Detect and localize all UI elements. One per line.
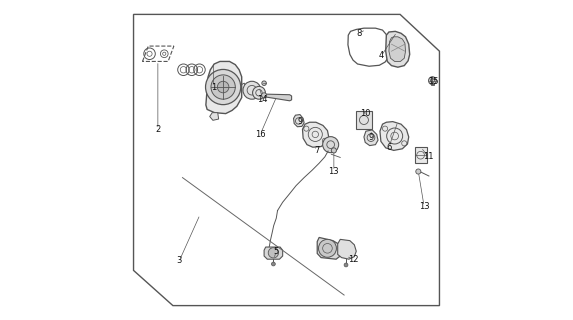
Polygon shape — [264, 247, 282, 259]
Polygon shape — [317, 237, 341, 259]
Text: 5: 5 — [274, 247, 279, 256]
Circle shape — [206, 69, 241, 105]
Circle shape — [268, 248, 278, 258]
Circle shape — [262, 81, 266, 85]
Text: 12: 12 — [348, 255, 358, 264]
Circle shape — [331, 148, 336, 153]
Text: 7: 7 — [315, 146, 320, 155]
Circle shape — [243, 81, 261, 99]
Text: 13: 13 — [328, 167, 339, 176]
Text: 8: 8 — [356, 29, 362, 38]
Circle shape — [429, 77, 436, 84]
Polygon shape — [386, 31, 410, 67]
Text: 13: 13 — [419, 202, 429, 211]
Bar — [430, 82, 434, 85]
Bar — [414, 147, 427, 163]
Circle shape — [217, 81, 229, 93]
Polygon shape — [380, 122, 409, 150]
Text: 16: 16 — [255, 130, 265, 139]
Text: 2: 2 — [155, 125, 160, 134]
Bar — [356, 111, 372, 129]
Circle shape — [272, 262, 275, 266]
Text: 14: 14 — [258, 95, 268, 104]
Circle shape — [319, 239, 336, 257]
Polygon shape — [210, 113, 219, 120]
Polygon shape — [337, 239, 356, 259]
Polygon shape — [389, 37, 406, 61]
Polygon shape — [293, 115, 304, 127]
Circle shape — [253, 86, 265, 99]
Text: 15: 15 — [429, 77, 439, 86]
Circle shape — [261, 93, 266, 98]
Circle shape — [344, 263, 348, 267]
Text: 10: 10 — [360, 109, 370, 118]
Text: 1: 1 — [211, 83, 216, 92]
Text: 9: 9 — [369, 133, 374, 142]
Text: 11: 11 — [423, 152, 434, 161]
Polygon shape — [206, 61, 242, 114]
Polygon shape — [364, 130, 378, 146]
Text: 3: 3 — [176, 256, 182, 265]
Circle shape — [211, 75, 236, 99]
Polygon shape — [264, 94, 292, 101]
Circle shape — [323, 137, 339, 153]
Polygon shape — [303, 122, 329, 147]
Text: 9: 9 — [297, 117, 303, 126]
Text: 4: 4 — [379, 52, 384, 60]
Text: 6: 6 — [386, 143, 391, 152]
Circle shape — [416, 169, 421, 174]
